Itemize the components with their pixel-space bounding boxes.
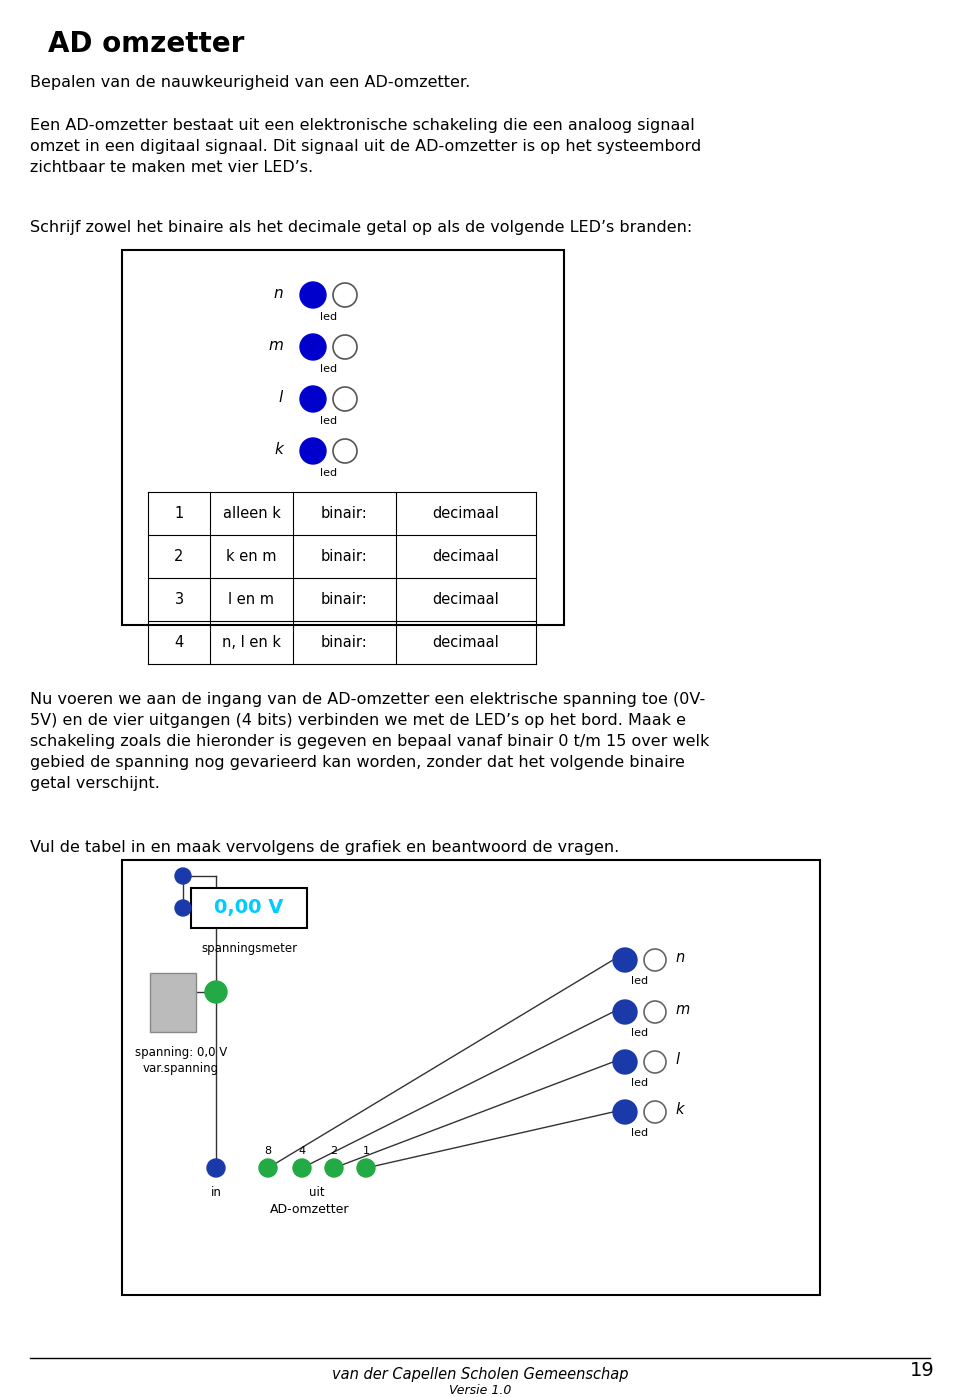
Circle shape (325, 1160, 343, 1178)
Text: 1: 1 (363, 1146, 370, 1155)
Circle shape (613, 1051, 637, 1074)
Circle shape (613, 1099, 637, 1125)
Text: 0,00 V: 0,00 V (214, 898, 284, 918)
Circle shape (333, 439, 357, 462)
Circle shape (175, 868, 191, 884)
Text: n: n (675, 950, 684, 965)
Text: Bepalen van de nauwkeurigheid van een AD-omzetter.: Bepalen van de nauwkeurigheid van een AD… (30, 75, 470, 89)
Text: m: m (675, 1003, 689, 1017)
Text: in: in (210, 1186, 222, 1199)
Circle shape (259, 1160, 277, 1178)
Circle shape (293, 1160, 311, 1178)
Circle shape (333, 284, 357, 307)
Circle shape (175, 900, 191, 916)
Circle shape (644, 1101, 666, 1123)
Circle shape (300, 386, 326, 412)
Text: led: led (632, 1028, 649, 1038)
Text: k en m: k en m (227, 549, 276, 564)
Circle shape (357, 1160, 375, 1178)
Text: n: n (274, 285, 283, 300)
Text: Een AD-omzetter bestaat uit een elektronische schakeling die een analoog signaal: Een AD-omzetter bestaat uit een elektron… (30, 117, 701, 175)
Text: led: led (321, 365, 338, 374)
Text: van der Capellen Scholen Gemeenschap: van der Capellen Scholen Gemeenschap (332, 1366, 628, 1382)
Text: led: led (632, 1127, 649, 1139)
Bar (122, 250, 564, 624)
Circle shape (207, 1160, 225, 1178)
Text: k: k (675, 1102, 684, 1118)
Text: Versie 1.0: Versie 1.0 (449, 1384, 511, 1397)
Text: l: l (278, 390, 283, 405)
Text: binair:: binair: (322, 506, 368, 521)
Text: uit: uit (309, 1186, 324, 1199)
Text: k: k (275, 441, 283, 457)
Circle shape (613, 1000, 637, 1024)
Text: binair:: binair: (322, 636, 368, 650)
Text: 8: 8 (264, 1146, 272, 1155)
Text: AD omzetter: AD omzetter (48, 29, 245, 59)
Text: m: m (268, 338, 283, 352)
Text: decimaal: decimaal (433, 549, 499, 564)
Text: decimaal: decimaal (433, 592, 499, 608)
Circle shape (644, 1051, 666, 1073)
FancyBboxPatch shape (150, 972, 196, 1032)
Text: 2: 2 (330, 1146, 338, 1155)
Circle shape (644, 1002, 666, 1023)
Circle shape (333, 335, 357, 359)
Text: Nu voeren we aan de ingang van de AD-omzetter een elektrische spanning toe (0V-
: Nu voeren we aan de ingang van de AD-omz… (30, 692, 709, 791)
Text: AD-omzetter: AD-omzetter (271, 1203, 349, 1215)
Circle shape (300, 439, 326, 464)
Circle shape (613, 949, 637, 972)
Text: 1: 1 (175, 506, 183, 521)
Text: led: led (632, 1078, 649, 1088)
Text: binair:: binair: (322, 592, 368, 608)
Text: alleen k: alleen k (223, 506, 280, 521)
Text: l en m: l en m (228, 592, 275, 608)
Text: n, l en k: n, l en k (222, 636, 281, 650)
Text: binair:: binair: (322, 549, 368, 564)
Bar (122, 861, 820, 1295)
Text: 4: 4 (299, 1146, 305, 1155)
Text: led: led (321, 468, 338, 478)
Circle shape (333, 387, 357, 411)
Text: Schrijf zowel het binaire als het decimale getal op als de volgende LED’s brande: Schrijf zowel het binaire als het decima… (30, 219, 692, 235)
Text: led: led (321, 312, 338, 321)
Circle shape (300, 282, 326, 307)
Circle shape (644, 949, 666, 971)
Text: decimaal: decimaal (433, 506, 499, 521)
Text: 19: 19 (910, 1361, 935, 1379)
Circle shape (205, 981, 227, 1003)
Text: spanning: 0,0 V
var.spanning: spanning: 0,0 V var.spanning (134, 1046, 228, 1076)
Text: l: l (675, 1052, 679, 1067)
FancyBboxPatch shape (191, 888, 307, 928)
Text: 4: 4 (175, 636, 183, 650)
Text: 2: 2 (175, 549, 183, 564)
Text: 3: 3 (175, 592, 183, 608)
Text: spanningsmeter: spanningsmeter (201, 942, 297, 956)
Circle shape (300, 334, 326, 360)
Text: led: led (632, 977, 649, 986)
Text: led: led (321, 416, 338, 426)
Text: Vul de tabel in en maak vervolgens de grafiek en beantwoord de vragen.: Vul de tabel in en maak vervolgens de gr… (30, 840, 619, 855)
Text: decimaal: decimaal (433, 636, 499, 650)
